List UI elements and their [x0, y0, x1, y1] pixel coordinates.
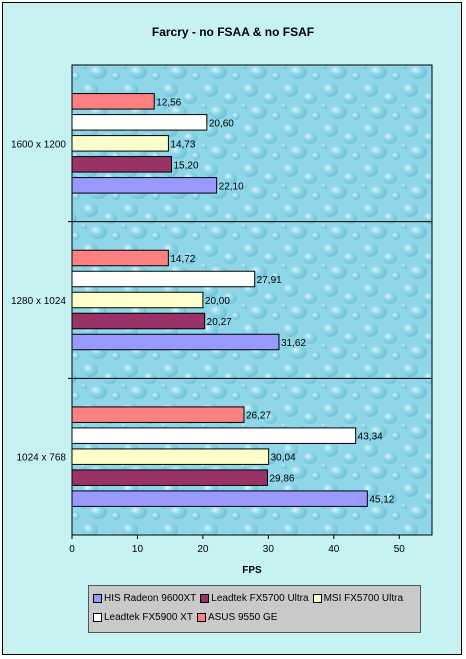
legend-swatch [196, 613, 206, 622]
bar-his-radeon-9600xt-1024-x-768 [71, 490, 368, 507]
data-label: 30,04 [271, 453, 296, 464]
bar-leadtek-fx5700-ultra-1600-x-1200 [71, 156, 172, 173]
x-tick-label: 40 [328, 544, 340, 555]
bar-msi-fx5700-ultra-1280-x-1024 [71, 291, 204, 309]
data-label: 22,10 [219, 181, 244, 192]
data-label: 45,12 [369, 495, 394, 506]
legend-label: ASUS 9550 GE [207, 612, 278, 623]
legend-label: Leadtek FX5900 XT [104, 612, 193, 623]
category-label: 1280 x 1024 [11, 296, 66, 307]
data-label: 26,27 [246, 411, 271, 422]
legend-swatch [93, 594, 102, 603]
bar-asus-9550-ge-1600-x-1200 [71, 93, 155, 110]
legend-row: Leadtek FX5900 XT ASUS 9550 GE [93, 608, 420, 627]
bar-msi-fx5700-ultra-1024-x-768 [71, 448, 270, 465]
chart-title: Farcry - no FSAA & no FSAF [152, 25, 314, 39]
legend-swatch [200, 594, 210, 603]
bar-his-radeon-9600xt-1600-x-1200 [71, 177, 218, 194]
data-label: 14,73 [170, 139, 195, 150]
bar-msi-fx5700-ultra-1600-x-1200 [71, 135, 169, 152]
x-tick-label: 30 [263, 544, 275, 555]
x-tick-label: 10 [132, 544, 144, 555]
legend-label: MSI FX5700 Ultra [323, 593, 404, 604]
category-label: 1600 x 1200 [11, 139, 66, 150]
data-label: 29,86 [269, 474, 294, 485]
bar-his-radeon-9600xt-1280-x-1024 [71, 333, 280, 351]
legend: HIS Radeon 9600XT Leadtek FX5700 Ultra MSI… [88, 585, 421, 633]
bar-asus-9550-ge-1280-x-1024 [71, 249, 169, 267]
legend-item-his-radeon-9600xt: HIS Radeon 9600XT [93, 593, 196, 604]
bar-leadtek-fx5900-xt-1024-x-768 [71, 427, 357, 444]
data-label: 12,56 [156, 97, 181, 108]
data-label: 20,60 [209, 118, 234, 129]
data-label: 31,62 [281, 338, 306, 349]
legend-item-msi-fx5700-ultra: MSI FX5700 Ultra [312, 593, 404, 604]
data-label: 20,27 [207, 317, 232, 328]
category-label: 1024 x 768 [17, 453, 67, 464]
legend-row: HIS Radeon 9600XT Leadtek FX5700 Ultra MSI… [93, 589, 420, 608]
legend-item-leadtek-fx5900-xt: Leadtek FX5900 XT [93, 612, 193, 623]
x-tick-label: 50 [394, 544, 406, 555]
bar-leadtek-fx5900-xt-1600-x-1200 [71, 114, 208, 131]
data-label: 43,34 [358, 432, 383, 443]
legend-label: HIS Radeon 9600XT [104, 593, 197, 604]
bar-leadtek-fx5700-ultra-1280-x-1024 [71, 312, 206, 330]
x-axis-title: FPS [242, 565, 262, 576]
legend-item-leadtek-fx5700-ultra: Leadtek FX5700 Ultra [200, 593, 309, 604]
x-tick-label: 20 [197, 544, 209, 555]
bar-leadtek-fx5900-xt-1280-x-1024 [71, 270, 256, 288]
legend-swatch [93, 613, 102, 622]
legend-item-asus-9550-ge: ASUS 9550 GE [196, 612, 278, 623]
bar-asus-9550-ge-1024-x-768 [71, 406, 245, 423]
x-tick-label: 0 [69, 544, 75, 555]
bar-leadtek-fx5700-ultra-1024-x-768 [71, 469, 268, 486]
legend-swatch [312, 594, 322, 603]
data-label: 14,72 [170, 254, 195, 265]
data-label: 27,91 [257, 275, 282, 286]
data-label: 20,00 [205, 296, 230, 307]
legend-label: Leadtek FX5700 Ultra [211, 593, 309, 604]
data-label: 15,20 [173, 160, 198, 171]
